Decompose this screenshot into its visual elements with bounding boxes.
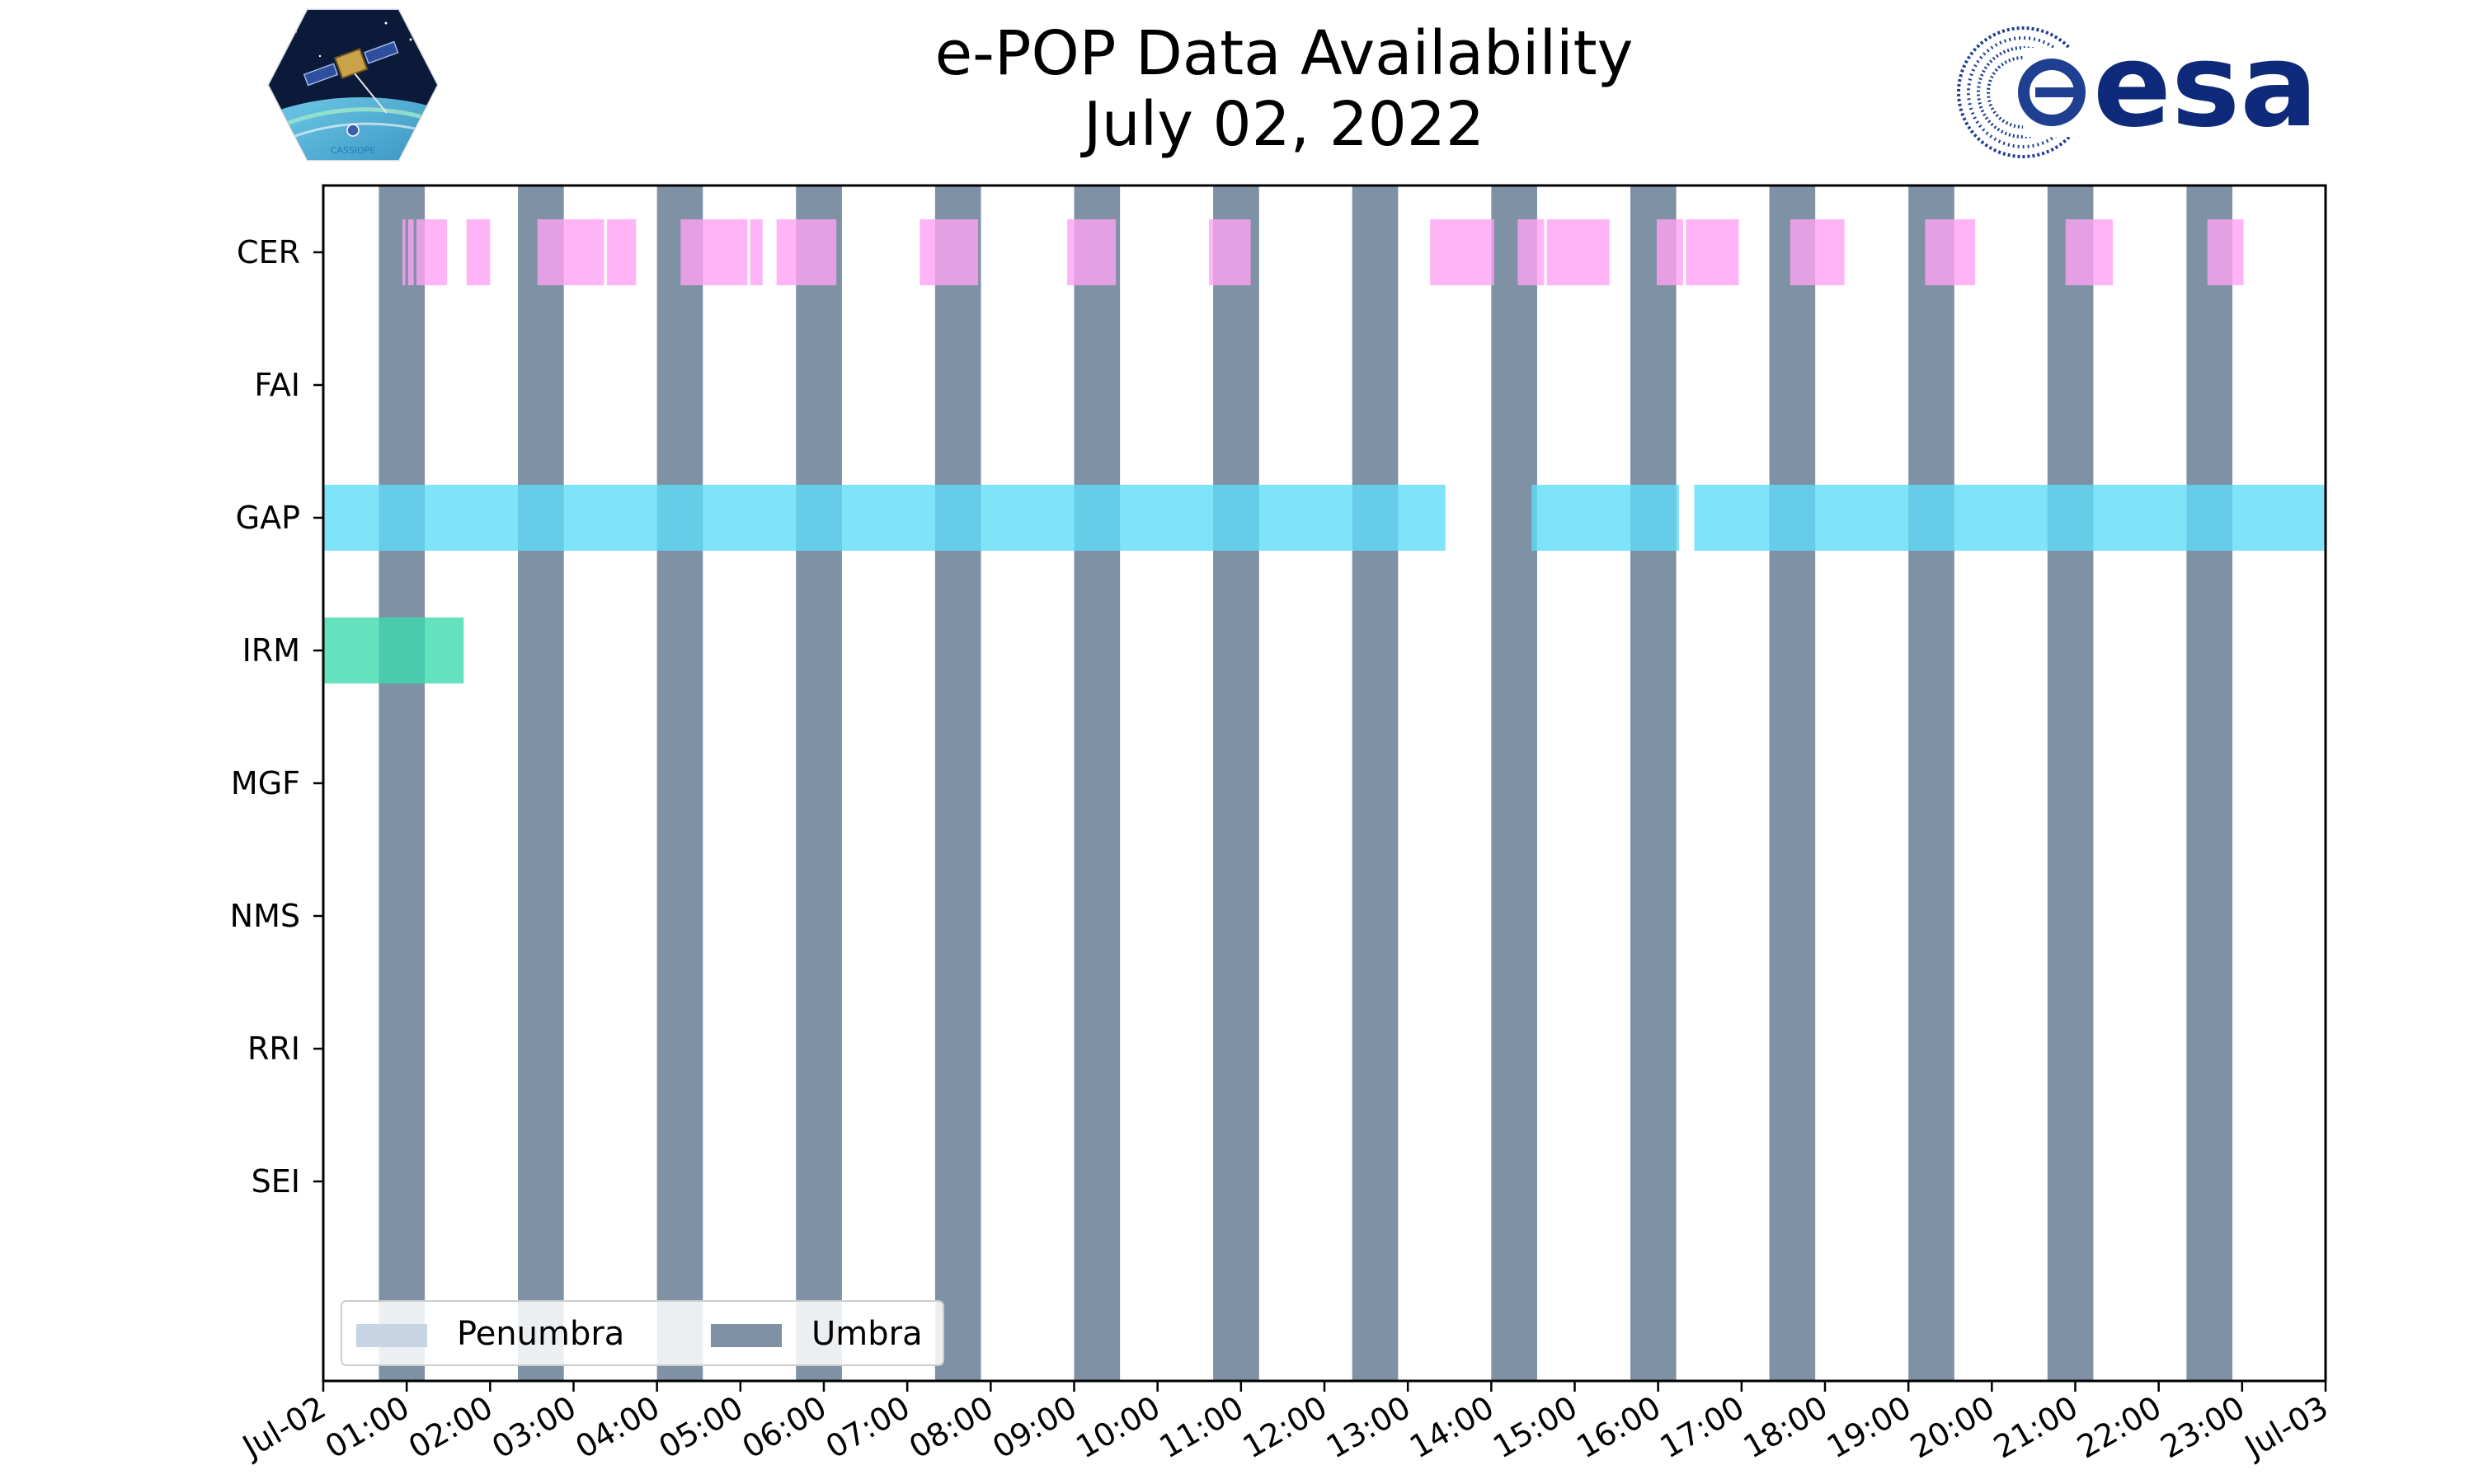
y-tick-label: FAI (254, 367, 300, 403)
availability-bar-cer (407, 219, 414, 285)
umbra-band (1074, 186, 1121, 1381)
x-tick-label: 13:00 (1320, 1389, 1417, 1466)
x-tick-label: 23:00 (2154, 1389, 2251, 1466)
availability-bar-cer (1686, 219, 1739, 285)
x-tick-label: 03:00 (486, 1389, 582, 1466)
chart-title-line-2: July 02, 2022 (1083, 89, 1485, 160)
umbra-band (1769, 186, 1816, 1381)
x-tick-label: 18:00 (1738, 1389, 1834, 1466)
umbra-band (2047, 186, 2094, 1381)
availability-bar-cer (2065, 219, 2114, 285)
availability-bar-cer (920, 219, 979, 285)
availability-bar-cer (1546, 219, 1610, 285)
x-tick-label: 11:00 (1153, 1389, 1249, 1466)
availability-bar-cer (1067, 219, 1117, 285)
availability-bar-cer (402, 219, 406, 285)
availability-bar-cer (750, 219, 763, 285)
umbra-band (2186, 186, 2233, 1381)
plot-area: CER FAI GAP IRM MGF NMS RRI SEI Jul-0201:0002:00… (230, 184, 2335, 1466)
x-tick-label: 06:00 (736, 1389, 833, 1466)
x-tick-label: 09:00 (986, 1389, 1083, 1466)
y-tick-label: IRM (242, 632, 300, 669)
umbra-band (379, 186, 426, 1381)
x-tick-label: 19:00 (1821, 1389, 1917, 1466)
availability-bar-gap (1694, 485, 2326, 551)
x-tick-label: 14:00 (1404, 1389, 1500, 1466)
umbra-band (1630, 186, 1677, 1381)
y-tick-label: SEI (252, 1163, 300, 1200)
legend-swatch-umbra (711, 1324, 782, 1347)
x-tick-label: 17:00 (1653, 1389, 1750, 1466)
x-tick-label: 21:00 (1987, 1389, 2084, 1466)
availability-bar-cer (466, 219, 491, 285)
plot-frame (322, 184, 2327, 1383)
availability-bar-cer (1656, 219, 1684, 285)
x-tick-label: 16:00 (1570, 1389, 1667, 1466)
esa-logo: esa (1957, 19, 2318, 158)
esa-globe-icon (1957, 26, 2089, 158)
x-tick-label: 10:00 (1070, 1389, 1166, 1466)
x-tick-label: Jul-02 (235, 1389, 332, 1466)
availability-bar-cer (2207, 219, 2244, 285)
x-tick-label: 05:00 (652, 1389, 749, 1466)
chart-title-line-1: e-POP Data Availability (934, 18, 1634, 89)
availability-bar-cer (1790, 219, 1845, 285)
availability-bar-cer (1517, 219, 1545, 285)
umbra-band (1213, 186, 1259, 1381)
esa-logo-text: esa (2093, 19, 2318, 153)
x-tick-label: 15:00 (1487, 1389, 1583, 1466)
umbra-band (656, 186, 703, 1381)
availability-bar-cer (537, 219, 604, 285)
y-tick-label: MGF (231, 765, 300, 801)
availability-bar-irm (323, 618, 464, 683)
umbra-band (1491, 186, 1537, 1381)
umbra-band (1352, 186, 1399, 1381)
availability-bar-cer (1430, 219, 1494, 285)
umbra-band (796, 186, 842, 1381)
x-tick-label: 02:00 (402, 1389, 499, 1466)
x-tick-label: 07:00 (820, 1389, 916, 1466)
availability-bar-cer (1209, 219, 1251, 285)
legend-swatch-penumbra (356, 1324, 427, 1347)
availability-bar-cer (1925, 219, 1976, 285)
availability-bar-cer (606, 219, 637, 285)
y-tick-label: NMS (230, 898, 300, 934)
x-tick-label: 20:00 (1904, 1389, 2001, 1466)
x-tick-label: 22:00 (2071, 1389, 2167, 1466)
legend-label-penumbra: Penumbra (457, 1315, 624, 1353)
x-tick-label: 04:00 (569, 1389, 666, 1466)
availability-bar-cer (776, 219, 837, 285)
availability-bar-gap (323, 485, 1446, 551)
y-tick-label: RRI (247, 1031, 300, 1067)
umbra-band (518, 186, 564, 1381)
chart-title: e-POP Data Availability July 02, 2022 (0, 18, 2474, 160)
legend-box (341, 1300, 944, 1366)
y-tick-label: GAP (236, 500, 300, 536)
availability-bar-gap (1531, 485, 1679, 551)
x-tick-label: 01:00 (319, 1389, 416, 1466)
umbra-band (934, 186, 981, 1381)
umbra-band (1908, 186, 1954, 1381)
x-tick-label: 12:00 (1237, 1389, 1333, 1466)
x-tick-label: Jul-03 (2237, 1389, 2334, 1466)
x-tick-label: 08:00 (903, 1389, 999, 1466)
availability-bar-cer (416, 219, 448, 285)
legend-label-umbra: Umbra (811, 1315, 923, 1353)
availability-bar-cer (680, 219, 748, 285)
cassiope-logo: CASSIOPE (267, 8, 439, 162)
satellite-icon (303, 40, 399, 114)
y-tick-label: CER (237, 234, 300, 270)
cassiope-logo-text: CASSIOPE (331, 145, 376, 156)
